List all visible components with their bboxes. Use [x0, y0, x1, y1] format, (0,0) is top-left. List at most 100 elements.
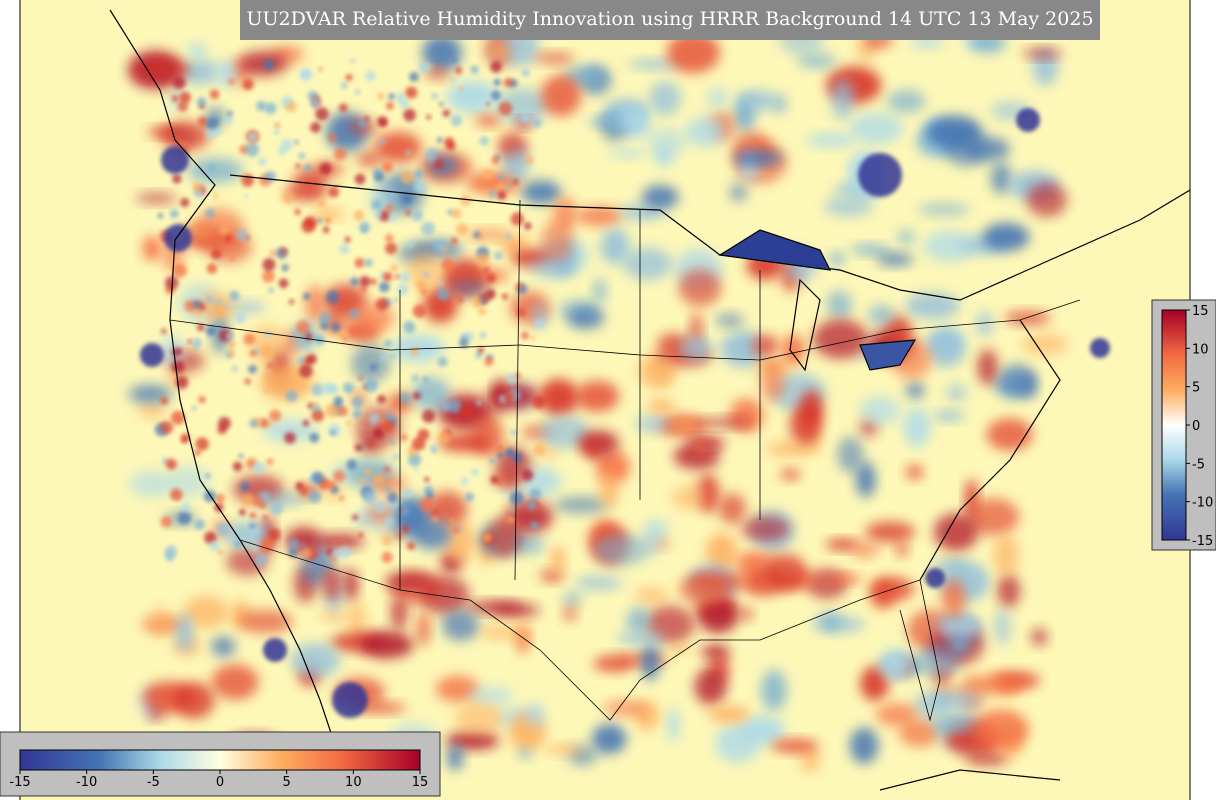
field-speck — [187, 339, 193, 344]
field-speck — [362, 490, 377, 505]
field-speck — [328, 186, 340, 198]
field-speck — [278, 278, 289, 289]
field-blob — [593, 655, 636, 672]
field-speck — [479, 136, 489, 146]
field-blob — [997, 574, 1021, 608]
field-speck — [268, 287, 274, 293]
field-speck — [358, 532, 364, 538]
field-speck — [385, 204, 394, 213]
field-speck — [509, 491, 524, 506]
field-blob — [142, 235, 161, 262]
field-blob — [528, 256, 577, 279]
field-speck — [256, 100, 267, 112]
field-speck — [450, 114, 463, 127]
field-blob — [599, 472, 619, 509]
field-speck — [510, 429, 517, 436]
field-blob — [583, 438, 603, 459]
field-speck — [259, 344, 274, 358]
field-speck — [192, 181, 203, 192]
field-speck — [401, 525, 410, 533]
tick-label: -10 — [76, 775, 97, 790]
field-speck — [403, 320, 416, 334]
title-box — [240, 0, 1100, 40]
tick-label: -5 — [1192, 457, 1205, 472]
field-speck — [405, 210, 412, 216]
field-speck — [193, 308, 202, 316]
field-blob — [359, 631, 414, 659]
field-speck — [412, 304, 427, 318]
field-blob — [860, 665, 889, 701]
field-speck — [311, 409, 325, 422]
field-speck — [403, 108, 416, 122]
field-speck — [450, 237, 458, 245]
field-speck — [294, 208, 301, 216]
field-blob — [161, 146, 189, 174]
field-blob — [1090, 338, 1110, 358]
field-blob — [966, 498, 1020, 536]
field-speck — [230, 256, 235, 261]
field-speck — [295, 163, 301, 169]
field-speck — [280, 247, 288, 255]
field-blob — [865, 521, 916, 543]
field-speck — [267, 363, 272, 368]
field-speck — [302, 419, 310, 427]
field-speck — [333, 396, 344, 407]
field-speck — [310, 122, 321, 133]
field-speck — [483, 267, 490, 273]
field-speck — [346, 420, 351, 426]
field-blob — [518, 747, 532, 760]
field-speck — [352, 409, 362, 419]
field-speck — [523, 222, 532, 230]
field-speck — [204, 531, 217, 545]
field-speck — [206, 263, 218, 274]
field-blob — [780, 468, 801, 481]
field-blob — [826, 290, 853, 319]
field-speck — [530, 521, 539, 530]
field-blob — [895, 542, 909, 557]
field-blob — [454, 702, 503, 735]
field-blob — [635, 587, 669, 604]
field-speck — [382, 272, 393, 282]
field-speck — [196, 96, 207, 107]
field-speck — [431, 509, 440, 517]
tick-label: 10 — [1192, 342, 1209, 357]
field-speck — [334, 147, 347, 161]
field-speck — [359, 221, 371, 233]
field-speck — [231, 365, 238, 372]
field-speck — [195, 437, 209, 451]
field-speck — [475, 252, 490, 267]
field-blob — [211, 636, 236, 657]
field-blob — [718, 493, 746, 525]
tick-label: 0 — [216, 775, 224, 790]
field-speck — [249, 419, 258, 428]
field-speck — [481, 532, 493, 543]
field-blob — [527, 702, 544, 728]
field-speck — [411, 374, 420, 383]
field-speck — [269, 502, 284, 516]
field-speck — [198, 396, 206, 404]
field-speck — [421, 409, 436, 423]
field-speck — [395, 92, 406, 103]
field-speck — [240, 481, 250, 492]
field-speck — [385, 486, 391, 493]
field-blob — [575, 380, 620, 412]
field-speck — [241, 493, 254, 506]
field-blob — [478, 623, 533, 641]
field-speck — [373, 500, 386, 514]
field-speck — [171, 347, 181, 357]
field-speck — [225, 332, 234, 340]
field-speck — [291, 330, 299, 338]
colorbar — [19, 749, 421, 771]
field-speck — [299, 363, 313, 378]
field-blob — [849, 541, 880, 559]
field-blob — [176, 613, 193, 652]
field-blob — [591, 723, 627, 755]
field-speck — [438, 281, 444, 287]
field-speck — [160, 420, 174, 434]
field-blob — [729, 182, 748, 203]
field-blob — [356, 150, 383, 168]
field-speck — [373, 167, 381, 176]
field-speck — [215, 259, 220, 264]
field-speck — [385, 242, 397, 255]
field-blob — [422, 34, 462, 71]
